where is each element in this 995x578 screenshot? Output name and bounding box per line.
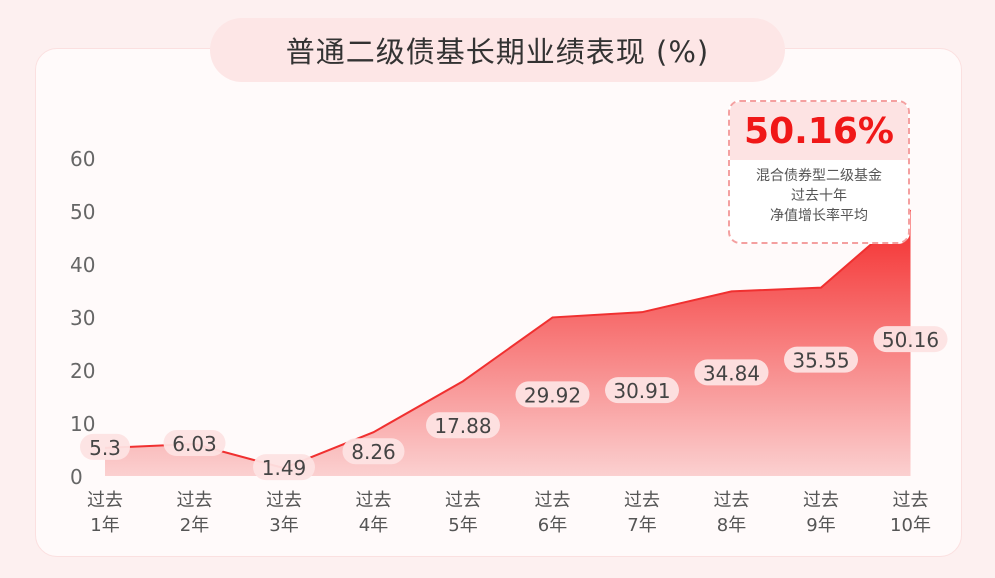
callout-line: 净值增长率平均	[770, 208, 868, 224]
x-tick-label: 5年	[448, 515, 477, 536]
x-tick-label: 过去	[624, 490, 660, 511]
x-tick-label: 过去	[87, 490, 123, 511]
data-label: 5.3	[89, 436, 121, 460]
callout-box: 50.16% 混合债券型二级基金 过去十年 净值增长率平均	[728, 100, 910, 244]
y-tick-label: 60	[70, 147, 95, 171]
data-label-bg	[80, 433, 130, 460]
y-tick-label: 40	[70, 253, 95, 277]
callout-value: 50.16%	[730, 102, 908, 160]
data-label: 29.92	[524, 383, 581, 407]
x-tick-label: 6年	[538, 515, 567, 536]
data-label-bg	[605, 377, 679, 404]
data-label: 17.88	[434, 414, 491, 438]
callout-line: 过去十年	[791, 188, 847, 204]
data-label: 50.16	[882, 328, 939, 352]
data-label-bg	[694, 359, 769, 386]
data-label: 6.03	[172, 432, 217, 456]
data-label: 8.26	[351, 440, 396, 464]
chart-title: 普通二级债基长期业绩表现 (%)	[210, 18, 785, 82]
x-tick-label: 过去	[356, 490, 392, 511]
x-tick-label: 过去	[893, 490, 929, 511]
x-tick-label: 2年	[180, 515, 209, 536]
data-label: 30.91	[613, 379, 670, 403]
x-tick-label: 过去	[714, 490, 750, 511]
x-tick-label: 9年	[806, 515, 835, 536]
y-tick-label: 20	[70, 359, 95, 383]
data-label-bg	[426, 412, 500, 439]
data-label-bg	[515, 381, 590, 408]
x-tick-label: 10年	[890, 515, 931, 536]
y-tick-label: 50	[70, 200, 95, 224]
x-tick-label: 过去	[266, 490, 302, 511]
x-tick-label: 3年	[269, 515, 298, 536]
data-label: 1.49	[262, 456, 307, 480]
callout-line: 混合债券型二级基金	[756, 168, 882, 184]
x-tick-label: 1年	[90, 515, 119, 536]
x-tick-label: 过去	[177, 490, 213, 511]
area-fill	[105, 210, 911, 477]
data-label-bg	[784, 346, 858, 373]
data-label: 35.55	[792, 349, 849, 373]
x-tick-label: 4年	[359, 515, 388, 536]
x-tick-label: 过去	[803, 490, 839, 511]
data-label-bg	[342, 438, 405, 465]
series-line	[104, 209, 912, 470]
x-tick-label: 7年	[627, 515, 656, 536]
x-tick-label: 过去	[445, 490, 481, 511]
y-tick-label: 10	[70, 412, 95, 436]
y-tick-label: 30	[70, 306, 95, 330]
x-tick-label: 8年	[717, 515, 746, 536]
data-label-bg	[873, 326, 948, 353]
data-label-bg	[253, 454, 315, 481]
x-tick-label: 过去	[535, 490, 571, 511]
data-label-bg	[163, 430, 226, 457]
y-tick-label: 0	[70, 465, 83, 489]
data-label: 34.84	[703, 361, 760, 385]
